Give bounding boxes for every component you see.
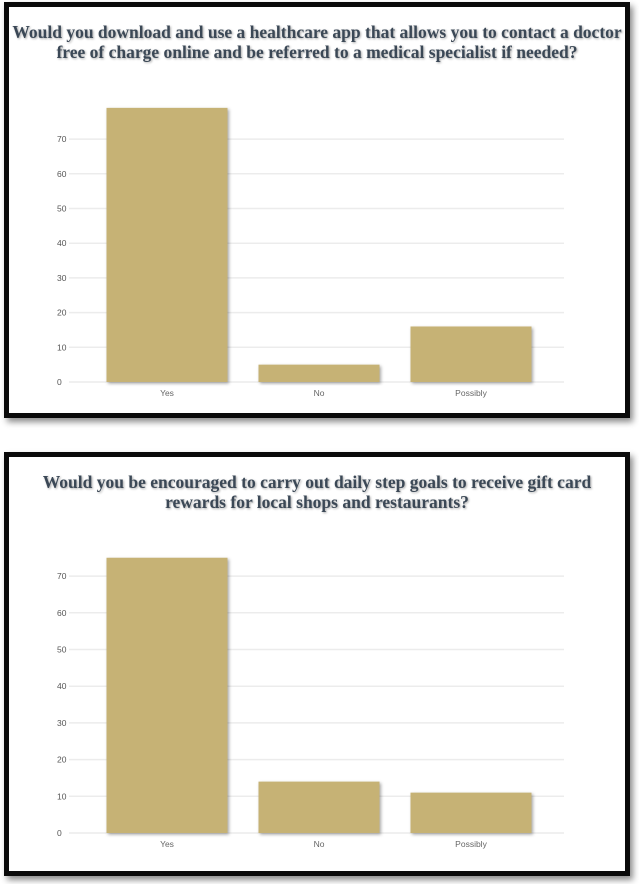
chart-panel-2: Would you be encouraged to carry out dai… bbox=[4, 452, 630, 876]
y-tick-label: 40 bbox=[57, 681, 67, 691]
chart-title: Would you be encouraged to carry out dai… bbox=[42, 472, 592, 512]
y-tick-label: 20 bbox=[57, 308, 67, 318]
chart-panel-1: Would you download and use a healthcare … bbox=[4, 2, 630, 418]
x-category-label: No bbox=[314, 388, 325, 398]
x-category-label: Yes bbox=[160, 839, 174, 849]
bar-chart-2: 0 10 20 30 40 50 60 70 Yes No Possibly bbox=[57, 557, 564, 849]
y-tick-label: 0 bbox=[57, 377, 62, 387]
y-tick-label: 30 bbox=[57, 718, 67, 728]
bar-yes bbox=[106, 107, 228, 383]
y-tick-label: 0 bbox=[57, 828, 62, 838]
y-tick-label: 30 bbox=[57, 273, 67, 283]
y-tick-label: 20 bbox=[57, 755, 67, 765]
bar-no bbox=[258, 781, 380, 833]
y-tick-label: 70 bbox=[57, 134, 67, 144]
bar-possibly bbox=[410, 792, 532, 833]
x-category-label: Possibly bbox=[455, 388, 487, 398]
x-category-label: Possibly bbox=[455, 839, 487, 849]
y-tick-label: 70 bbox=[57, 571, 67, 581]
y-tick-label: 60 bbox=[57, 169, 67, 179]
chart-title: Would you download and use a healthcare … bbox=[12, 22, 622, 62]
x-category-label: Yes bbox=[160, 388, 174, 398]
y-tick-label: 50 bbox=[57, 645, 67, 655]
y-tick-label: 40 bbox=[57, 238, 67, 248]
bar-possibly bbox=[410, 326, 532, 382]
y-tick-label: 10 bbox=[57, 791, 67, 801]
bar-no bbox=[258, 364, 380, 382]
y-tick-label: 60 bbox=[57, 608, 67, 618]
bar-yes bbox=[106, 557, 228, 833]
bar-chart-1: 0 10 20 30 40 50 60 70 Yes No Possibly bbox=[57, 107, 564, 398]
y-tick-label: 50 bbox=[57, 204, 67, 214]
y-tick-label: 10 bbox=[57, 342, 67, 352]
x-category-label: No bbox=[314, 839, 325, 849]
